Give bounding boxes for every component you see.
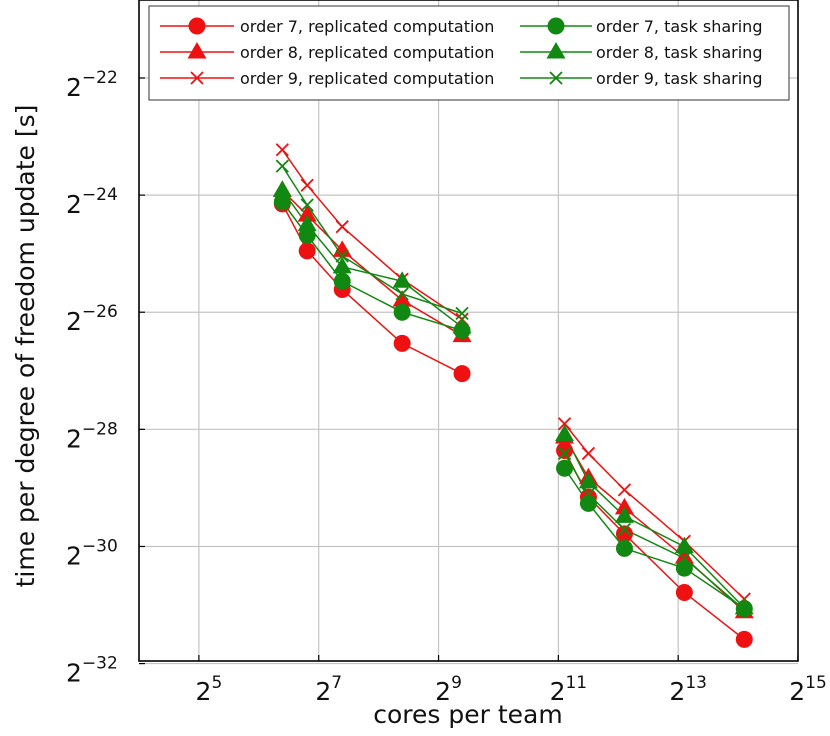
legend-entry-1: order 8, replicated computation bbox=[160, 42, 494, 62]
series-0-point-0-3 bbox=[393, 334, 411, 352]
series-4-point-1-4 bbox=[734, 597, 754, 615]
series-4 bbox=[281, 189, 745, 609]
series-layer bbox=[272, 143, 754, 648]
legend-marker-1 bbox=[187, 42, 207, 59]
series-4-point-1-1 bbox=[578, 471, 598, 489]
legend-label-4: order 8, task sharing bbox=[596, 43, 762, 62]
series-4-point-1-2 bbox=[614, 506, 634, 523]
series-1-point-0-2 bbox=[332, 240, 352, 257]
x-tick-label-5: 215 bbox=[789, 673, 827, 706]
x-axis-label: cores per team bbox=[373, 700, 562, 729]
series-2-point-0-2 bbox=[335, 220, 349, 234]
series-1-point-1-2 bbox=[614, 497, 634, 515]
series-5-point-1-2 bbox=[617, 522, 632, 536]
series-5-point-1-0 bbox=[557, 446, 572, 461]
series-5-point-0-4 bbox=[455, 306, 469, 320]
series-5-point-0-3 bbox=[395, 287, 409, 301]
series-1-point-0-3 bbox=[392, 290, 412, 307]
series-0-point-0-4 bbox=[453, 365, 471, 383]
legend-label-5: order 9, task sharing bbox=[596, 69, 762, 88]
series-5-point-1-4 bbox=[737, 603, 751, 617]
legend-label-1: order 8, replicated computation bbox=[240, 43, 494, 62]
series-2-point-1-1 bbox=[581, 446, 596, 461]
x-tick-label-0: 25 bbox=[196, 673, 223, 706]
series-3-point-0-3 bbox=[393, 303, 411, 321]
series-2-point-0-0 bbox=[275, 143, 289, 157]
series-3-point-0-2 bbox=[333, 272, 351, 290]
series-0-point-1-0 bbox=[556, 441, 574, 459]
legend-marker-3 bbox=[547, 17, 565, 35]
legend-label-2: order 9, replicated computation bbox=[240, 69, 494, 88]
y-tick-label-3: 2−28 bbox=[66, 419, 118, 453]
series-4-point-0-0 bbox=[272, 180, 292, 197]
legend: order 7, replicated computation order 8, … bbox=[148, 5, 790, 101]
legend-box bbox=[148, 5, 790, 101]
x-tick-label-1: 27 bbox=[315, 673, 342, 706]
y-tick-label-2: 2−26 bbox=[66, 302, 118, 336]
series-2-markers bbox=[275, 143, 751, 606]
plot-frame bbox=[138, 0, 799, 662]
series-5-point-0-0 bbox=[275, 159, 289, 173]
y-axis-ticks: 2−22 2−24 2−26 2−28 2−30 2−32 bbox=[66, 68, 145, 688]
x-tick-label-2: 29 bbox=[435, 673, 462, 706]
legend-entry-4: order 8, task sharing bbox=[520, 42, 762, 62]
series-2-point-0-1 bbox=[300, 178, 314, 192]
series-1-point-1-3 bbox=[674, 547, 694, 564]
series-4-point-0-2 bbox=[332, 256, 352, 274]
series-4-line-1 bbox=[563, 434, 745, 609]
series-4-markers bbox=[272, 180, 754, 615]
series-4-point-0-1 bbox=[297, 214, 317, 232]
legend-entry-3: order 7, task sharing bbox=[520, 17, 762, 36]
x-tick-label-4: 213 bbox=[669, 673, 707, 706]
series-5-markers bbox=[275, 159, 751, 617]
series-4-point-1-0 bbox=[555, 424, 575, 442]
series-2-point-1-2 bbox=[617, 483, 632, 497]
series-3-point-1-2 bbox=[615, 539, 633, 557]
series-3-point-0-0 bbox=[273, 193, 291, 211]
series-2-point-1-0 bbox=[557, 417, 572, 431]
legend-marker-0 bbox=[188, 17, 206, 35]
series-1-point-0-1 bbox=[297, 205, 317, 222]
series-4-point-0-4 bbox=[452, 317, 472, 334]
series-2 bbox=[281, 149, 745, 600]
y-tick-label-4: 2−30 bbox=[66, 536, 118, 570]
legend-entry-5: order 9, task sharing bbox=[520, 69, 762, 88]
series-5-point-0-1 bbox=[300, 198, 314, 212]
series-3 bbox=[281, 201, 745, 610]
series-5-point-1-3 bbox=[677, 551, 692, 565]
series-3-point-1-0 bbox=[556, 459, 574, 477]
legend-entry-2: order 9, replicated computation bbox=[160, 69, 494, 88]
legend-label-0: order 7, replicated computation bbox=[240, 17, 494, 36]
series-0-point-1-4 bbox=[735, 630, 753, 648]
legend-marker-5 bbox=[549, 71, 563, 85]
y-tick-label-1: 2−24 bbox=[66, 185, 118, 219]
series-1-line-1 bbox=[563, 436, 745, 613]
series-5-point-0-2 bbox=[335, 249, 349, 263]
x-tick-label-3: 211 bbox=[550, 673, 588, 706]
x-axis-ticks: 25 27 29 211 213 215 bbox=[196, 655, 827, 706]
series-3-point-1-1 bbox=[579, 494, 597, 512]
series-0-point-1-2 bbox=[615, 525, 633, 543]
series-4-point-0-3 bbox=[392, 271, 412, 288]
series-5 bbox=[281, 165, 745, 611]
legend-marker-2 bbox=[190, 71, 204, 85]
y-tick-label-5: 2−32 bbox=[66, 654, 118, 688]
series-0-point-1-3 bbox=[675, 583, 693, 601]
series-3-point-1-3 bbox=[675, 559, 693, 577]
series-1 bbox=[281, 189, 745, 613]
series-5-point-1-1 bbox=[581, 487, 596, 501]
y-tick-label-0: 2−22 bbox=[66, 68, 118, 102]
legend-marker-4 bbox=[546, 42, 566, 59]
legend-entry-0: order 7, replicated computation bbox=[160, 17, 494, 36]
legend-label-3: order 7, task sharing bbox=[596, 17, 762, 36]
y-axis-label: time per degree of freedom update [s] bbox=[11, 105, 40, 588]
series-4-point-1-3 bbox=[674, 536, 694, 554]
series-0-point-0-1 bbox=[298, 242, 316, 260]
